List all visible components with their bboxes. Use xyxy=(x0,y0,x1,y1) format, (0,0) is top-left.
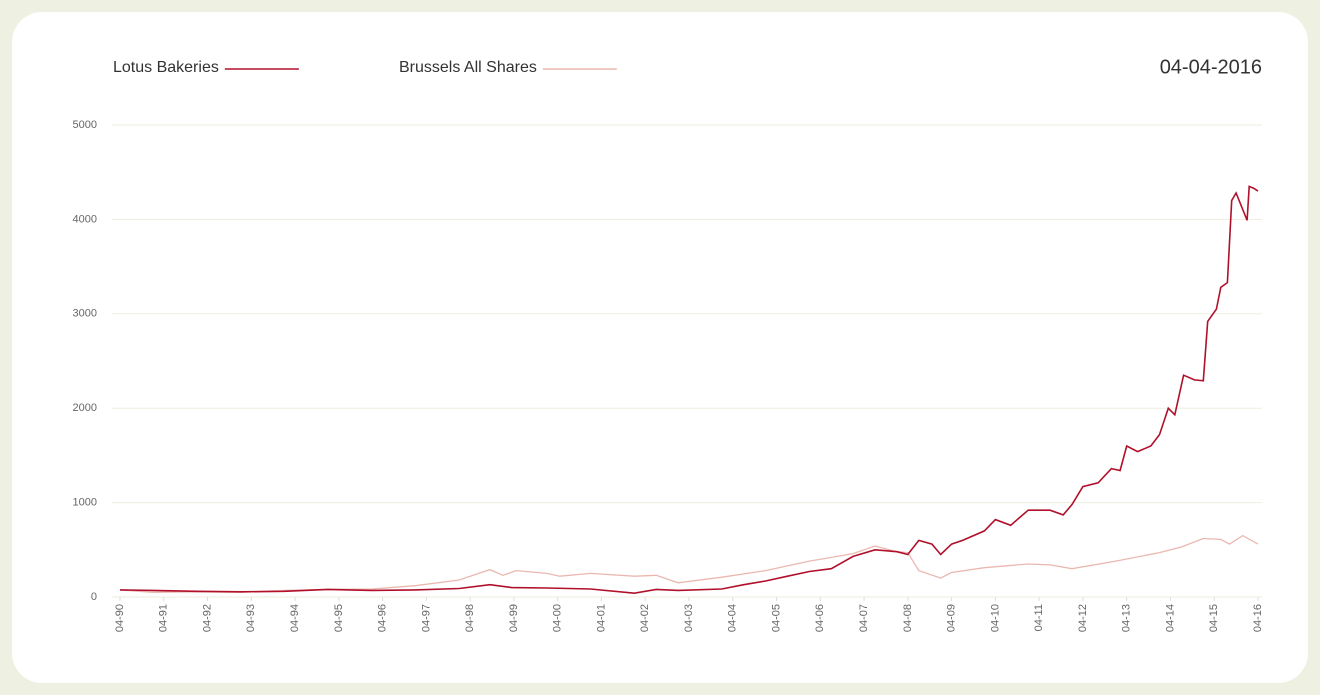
y-tick-label: 5000 xyxy=(73,119,97,131)
x-tick-label: 04-93 xyxy=(245,604,257,632)
y-tick-label: 4000 xyxy=(73,213,97,225)
series-line xyxy=(119,185,1259,595)
y-tick-label: 2000 xyxy=(73,402,97,414)
x-tick-label: 04-15 xyxy=(1208,604,1220,632)
x-tick-label: 04-10 xyxy=(989,604,1001,632)
x-tick-label: 04-97 xyxy=(420,604,432,632)
x-tick-label: 04-08 xyxy=(902,604,914,632)
panel xyxy=(12,12,1308,683)
x-tick-label: 04-05 xyxy=(770,604,782,632)
x-tick-label: 04-90 xyxy=(114,604,126,632)
x-tick-label: 04-91 xyxy=(158,604,170,632)
legend-label: Lotus Bakeries xyxy=(113,59,219,76)
x-tick-label: 04-01 xyxy=(595,604,607,632)
y-tick-label: 1000 xyxy=(73,497,97,509)
x-tick-label: 04-92 xyxy=(201,604,213,632)
x-tick-label: 04-13 xyxy=(1121,604,1133,632)
x-tick-label: 04-96 xyxy=(377,604,389,632)
x-tick-label: 04-95 xyxy=(333,604,345,632)
legend-label: Brussels All Shares xyxy=(399,59,537,76)
x-tick-label: 04-12 xyxy=(1077,604,1089,632)
x-tick-label: 04-98 xyxy=(464,604,476,632)
x-tick-label: 04-11 xyxy=(1033,604,1045,631)
series-line xyxy=(119,534,1259,593)
x-tick-label: 04-99 xyxy=(508,604,520,632)
x-tick-label: 04-02 xyxy=(639,604,651,632)
date: 04-04-2016 xyxy=(1160,56,1262,78)
x-tick-label: 04-14 xyxy=(1164,604,1176,632)
y-tick-label: 3000 xyxy=(73,308,97,320)
x-tick-label: 04-06 xyxy=(814,604,826,632)
x-tick-label: 04-09 xyxy=(946,604,958,632)
x-tick-label: 04-07 xyxy=(858,604,870,632)
y-tick-label: 0 xyxy=(91,591,97,603)
x-tick-label: 04-04 xyxy=(727,604,739,632)
x-tick-label: 04-03 xyxy=(683,604,695,632)
x-tick-label: 04-16 xyxy=(1252,604,1264,632)
x-tick-label: 04-00 xyxy=(552,604,564,632)
x-tick-label: 04-94 xyxy=(289,604,301,632)
